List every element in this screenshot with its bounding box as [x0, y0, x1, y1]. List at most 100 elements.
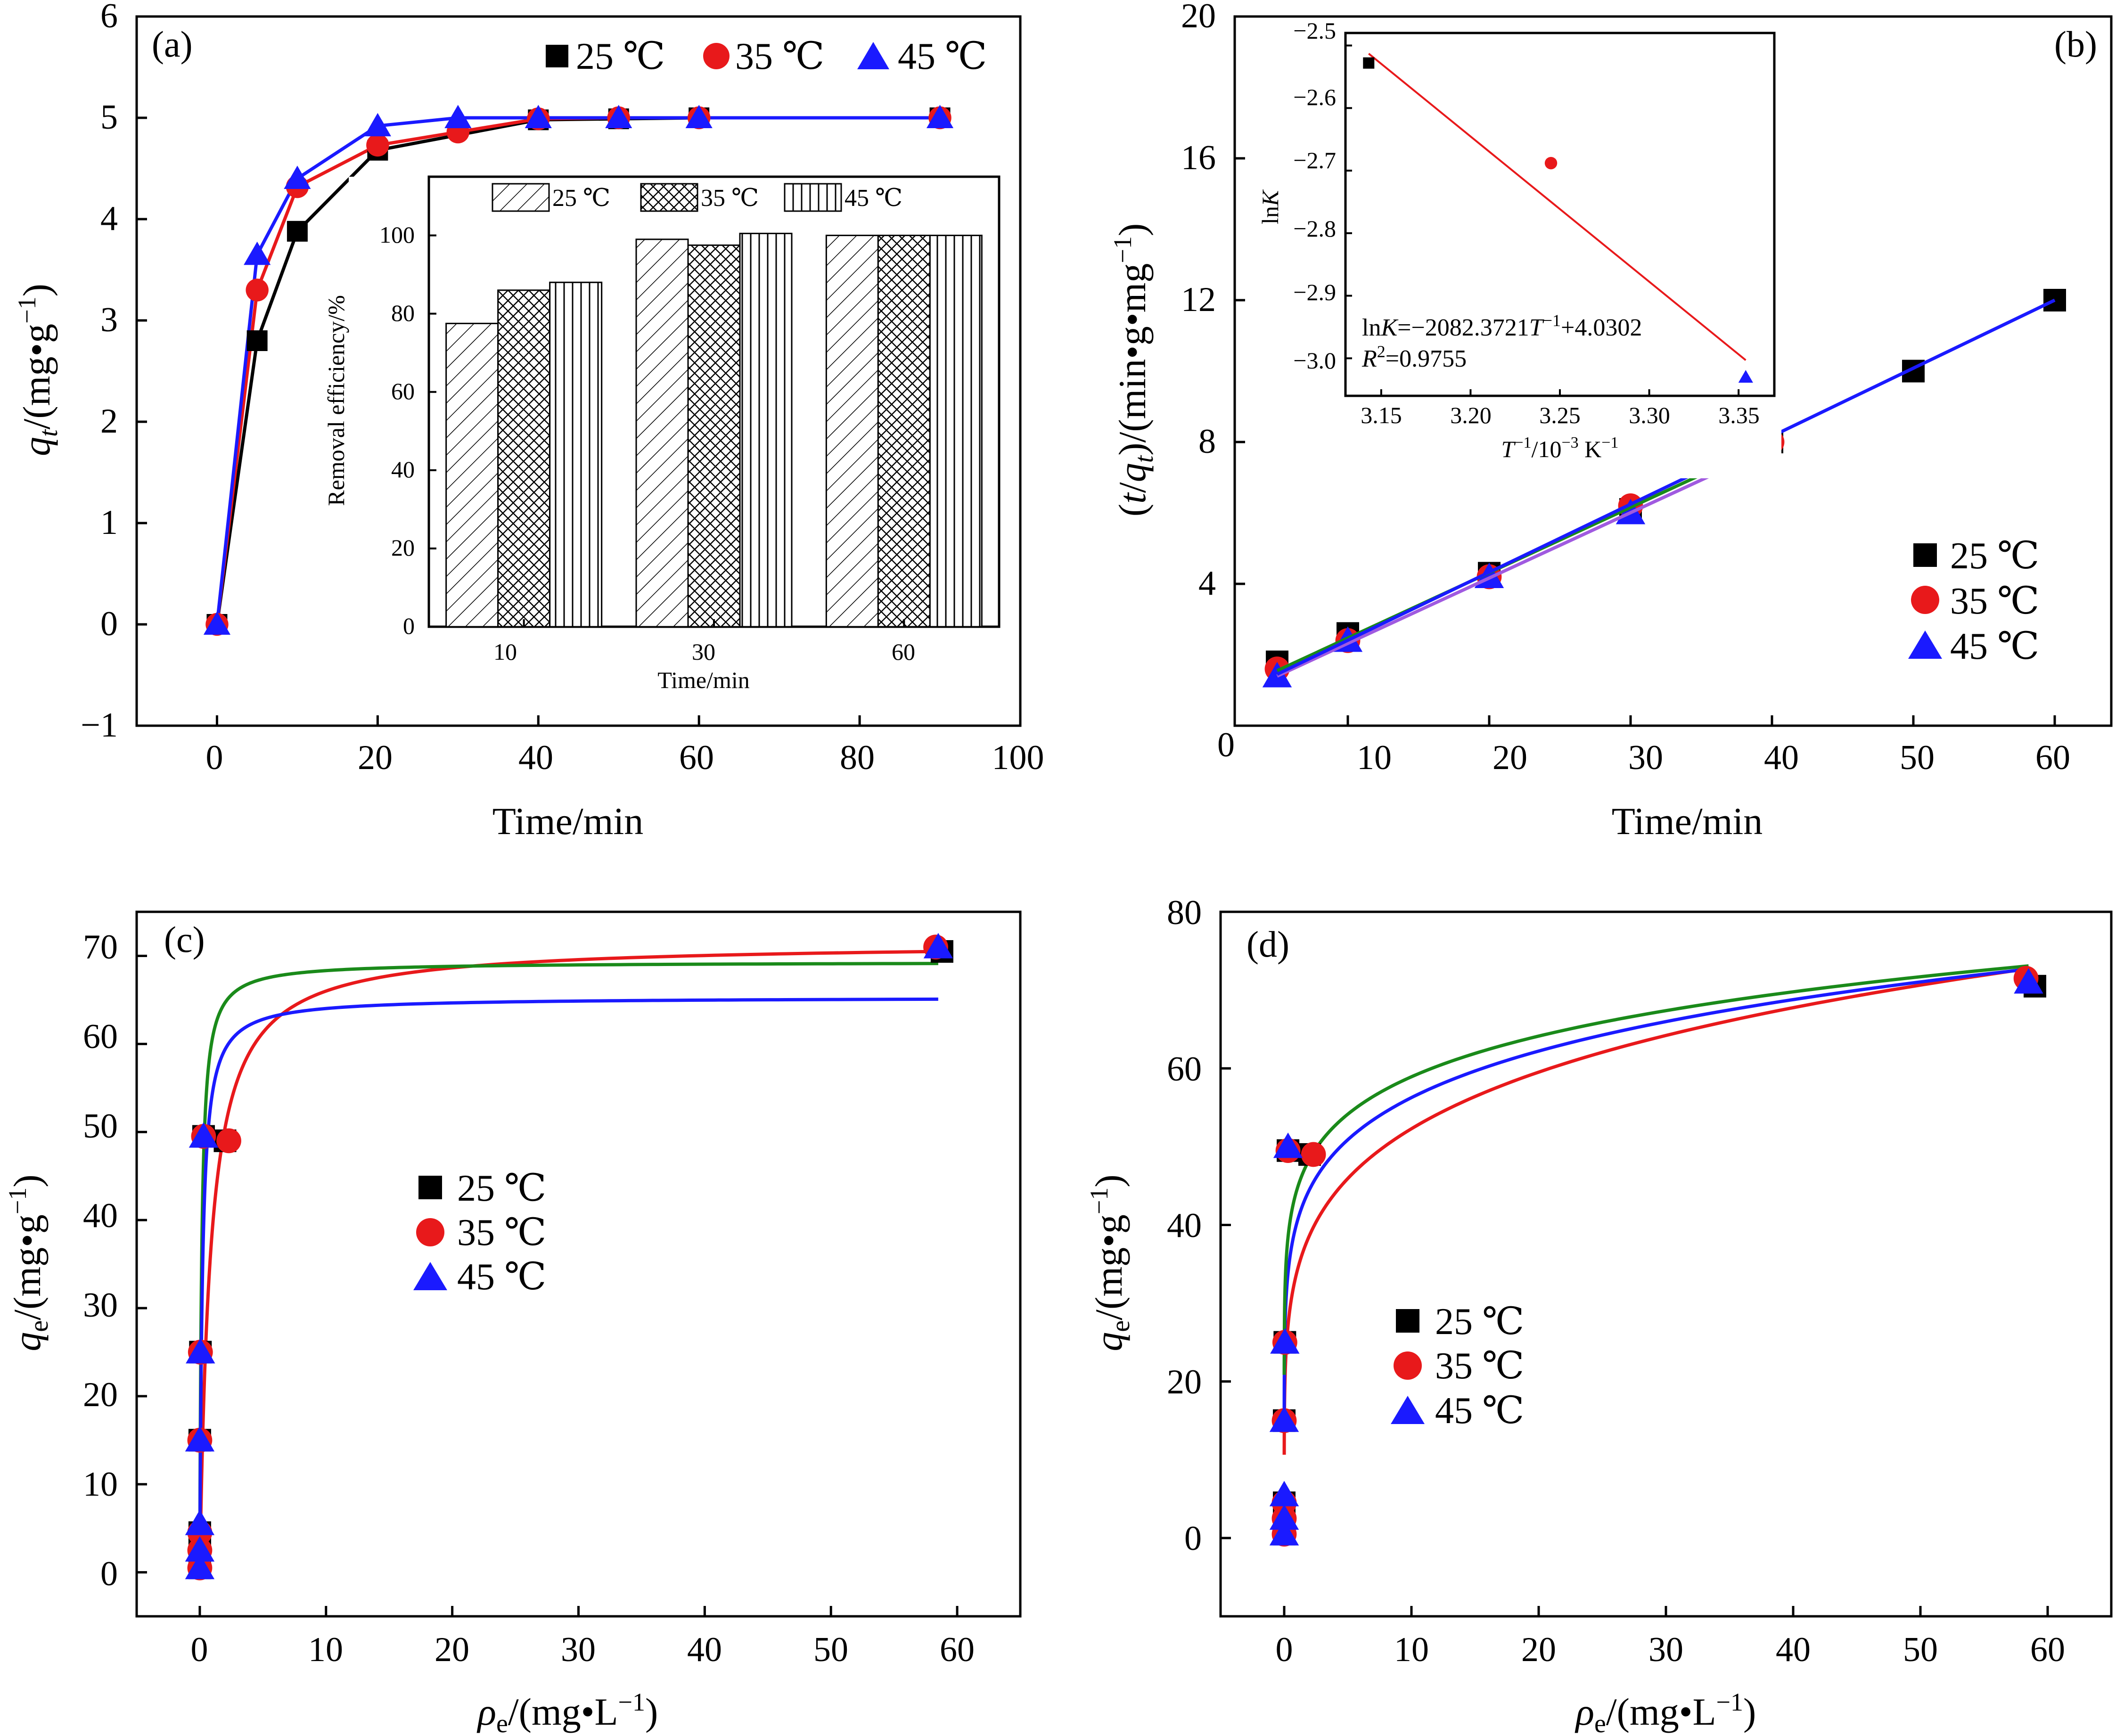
inset-b-x-axis-title: T−1/10−3 K−1 [1501, 434, 1619, 462]
panel-b-x-axis-title: Time/min [1612, 800, 1763, 843]
x-tick-label: 50 [1903, 1630, 1938, 1669]
fit-curve [1282, 967, 2029, 1411]
panel-a-plot [203, 105, 954, 636]
y-tick-label: 12 [1181, 280, 1216, 319]
panel-d-ticks [1221, 910, 2049, 1616]
inset-a-x-tick-labels: 10 30 60 [493, 639, 915, 665]
legend-marker-square [546, 45, 568, 67]
data-point-triangle [284, 165, 311, 189]
legend-marker-square [1913, 543, 1937, 567]
y-tick-label: 10 [83, 1465, 118, 1504]
inset-y-tick-label: 0 [403, 613, 415, 639]
inset-x-tick-label: 60 [892, 639, 915, 665]
x-tick-label: 60 [940, 1630, 975, 1669]
inset-b-equation: lnK=−2082.3721T−1+4.0302 [1362, 311, 1642, 341]
y-tick-label: 60 [1167, 1050, 1202, 1089]
panel-a-ticks [137, 15, 1022, 727]
inset-y-tick-label: 80 [391, 300, 415, 326]
fit-curve [1282, 964, 2029, 1376]
legend-label: 35 ℃ [1950, 581, 2040, 622]
legend-marker-triangle [857, 42, 889, 69]
y-tick-label: 2 [100, 402, 118, 441]
legend-label: 45 ℃ [1950, 626, 2040, 667]
legend-marker-square [1396, 1309, 1419, 1333]
x-tick-label: 20 [1521, 1630, 1556, 1669]
panel-a-inset: 0 20 40 60 80 100 10 30 60 Time/min Remo… [323, 175, 1000, 695]
inset-bar [497, 289, 551, 628]
panel-a-y-tick-labels: −1 0 1 2 3 4 5 6 [81, 0, 118, 745]
fit-line [1276, 446, 1773, 678]
x-tick-label: 10 [308, 1630, 343, 1669]
data-point-triangle [1273, 1132, 1303, 1158]
data-point-triangle [1269, 1481, 1299, 1507]
data-point-triangle [525, 105, 552, 128]
inset-x-tick-label: 3.15 [1361, 402, 1402, 428]
legend-label: 25 ℃ [1435, 1301, 1525, 1343]
inset-a-x-axis-title: Time/min [657, 667, 749, 693]
x-tick-label: 60 [2030, 1630, 2065, 1669]
panel-c-x-tick-labels: 0 10 20 30 40 50 60 [191, 1630, 975, 1669]
panel-d-x-axis-title: ρe/(mg•L−1) [1575, 1688, 1756, 1736]
x-tick-label: 30 [561, 1630, 596, 1669]
y-tick-label: 3 [100, 301, 118, 339]
x-tick-label: 20 [358, 738, 393, 777]
inset-bar [739, 232, 793, 628]
inset-y-tick-label: −2.5 [1293, 17, 1336, 44]
y-tick-label: −1 [81, 706, 118, 745]
data-point-triangle [2014, 968, 2043, 994]
x-tick-label: 40 [518, 738, 553, 777]
panel-c-plot [185, 933, 953, 1580]
inset-x-tick-label: 10 [493, 639, 517, 665]
data-point-triangle [189, 1122, 219, 1148]
panel-c: 0 10 20 30 40 50 60 0 10 20 30 40 50 60 … [3, 910, 1022, 1736]
inset-y-tick-label: −2.6 [1293, 84, 1336, 110]
x-tick-label: 10 [1357, 738, 1392, 777]
x-tick-label: 100 [992, 738, 1044, 777]
legend-marker-triangle [1908, 631, 1942, 659]
inset-x-tick-label: 3.30 [1629, 402, 1670, 428]
inset-a-legend: 25 ℃ 35 ℃ 45 ℃ [492, 183, 902, 212]
legend-label: 35 ℃ [735, 36, 825, 77]
data-point-triangle [1738, 370, 1753, 383]
panel-c-label: (c) [164, 919, 205, 960]
data-point-triangle [605, 105, 632, 128]
inset-y-tick-label: 20 [391, 534, 415, 561]
inset-y-tick-label: −2.9 [1293, 279, 1336, 305]
inset-y-tick-label: −2.8 [1293, 215, 1336, 242]
panel-c-legend: 25 ℃ 35 ℃ 45 ℃ [413, 1168, 547, 1298]
inset-bar [877, 235, 931, 628]
inset-a-y-tick-labels: 0 20 40 60 80 100 [379, 221, 415, 639]
legend-marker-square [418, 1176, 442, 1199]
x-tick-label: 80 [840, 738, 875, 777]
inset-bar [687, 244, 741, 628]
legend-marker-circle [416, 1218, 444, 1246]
y-tick-label: 4 [100, 199, 118, 238]
panel-c-y-tick-labels: 0 10 20 30 40 50 60 70 [83, 928, 118, 1593]
panel-b-ticks [1235, 15, 2056, 726]
legend-label: 45 ℃ [1435, 1390, 1525, 1432]
panel-b-inset: −2.5 −2.6 −2.7 −2.8 −2.9 −3.0 3.15 3.20 … [1254, 17, 1781, 478]
panel-d-y-tick-labels: 0 20 40 60 80 [1167, 893, 1202, 1558]
x-tick-label: 0 [206, 738, 223, 777]
x-tick-label: 10 [1394, 1630, 1429, 1669]
legend-marker-circle [703, 43, 730, 69]
y-tick-label: 30 [83, 1286, 118, 1325]
data-point-circle [366, 133, 389, 157]
inset-legend-label: 35 ℃ [701, 185, 759, 212]
x-tick-label: 50 [1900, 738, 1935, 777]
panel-a-legend: 25 ℃ 35 ℃ 45 ℃ [546, 36, 987, 77]
panel-b-plot [1262, 289, 2066, 688]
inset-legend-swatch-cross [640, 183, 698, 212]
x-tick-label: 40 [687, 1630, 722, 1669]
inset-y-tick-label: 100 [379, 221, 415, 248]
y-tick-label: 20 [1167, 1363, 1202, 1401]
data-point-square [246, 330, 268, 351]
inset-x-tick-label: 3.20 [1450, 402, 1492, 428]
inset-a-ticks [429, 234, 905, 628]
inset-legend-swatch-diag [492, 183, 550, 212]
y-tick-label: 16 [1181, 139, 1216, 177]
legend-marker-triangle [413, 1262, 447, 1290]
fit-curve [198, 950, 938, 1572]
inset-a-bars [445, 232, 983, 628]
